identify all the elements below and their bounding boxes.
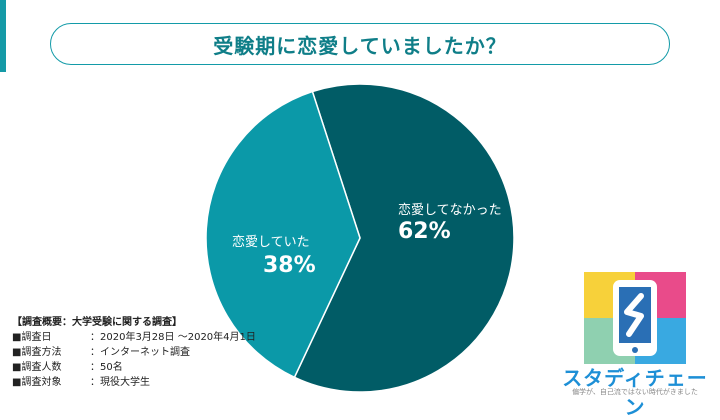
survey-key: ■調査対象 — [12, 377, 62, 388]
phone-icon — [613, 280, 657, 356]
survey-key: ■調査人数 — [12, 362, 62, 373]
survey-key: ■調査方法 — [12, 347, 62, 358]
pie-slice — [293, 83, 515, 393]
title-banner: 受験期に恋愛していましたか？ — [50, 23, 670, 65]
logo-mark — [584, 272, 686, 364]
survey-value: ：2020年3月28日 〜2020年4月1日 — [90, 332, 256, 343]
pie-slice — [205, 90, 361, 379]
survey-row: ■調査日 ：2020年3月28日 〜2020年4月1日 — [12, 330, 256, 345]
survey-value: ：インターネット調査 — [90, 347, 190, 358]
slice-percent: 62% — [398, 219, 451, 244]
survey-heading: 【調査概要：大学受験に関する調査】 — [12, 317, 182, 328]
survey-row: ■調査方法 ：インターネット調査 — [12, 345, 256, 360]
slice-percent: 38% — [263, 253, 316, 278]
slice-label: 恋愛してなかった — [398, 202, 502, 218]
survey-value: ：現役大学生 — [90, 377, 150, 388]
survey-key: ■調査日 — [12, 332, 52, 343]
survey-value: ：50名 — [90, 362, 123, 373]
survey-row: ■調査対象 ：現役大学生 — [12, 375, 256, 390]
studychain-logo: スタディチェーン 偏学が、自己流ではない時代がきました — [560, 270, 710, 419]
page-title: 受験期に恋愛していましたか？ — [213, 33, 507, 58]
slice-label: 恋愛していた — [232, 234, 310, 250]
logo-tagline: 偏学が、自己流ではない時代がきました — [572, 388, 698, 396]
accent-bar — [0, 0, 6, 72]
survey-row: ■調査人数 ：50名 — [12, 360, 256, 375]
survey-summary: 【調査概要：大学受験に関する調査】 ■調査日 ：2020年3月28日 〜2020… — [12, 315, 256, 390]
